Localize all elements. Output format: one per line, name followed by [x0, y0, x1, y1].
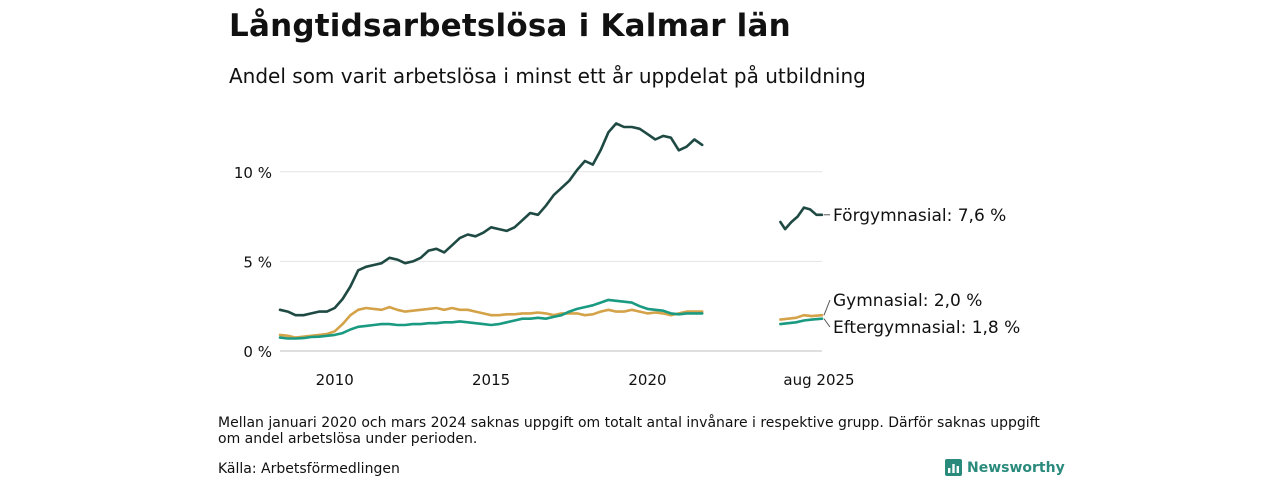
x-tick-label: 2020	[628, 371, 666, 389]
label-leader-line	[823, 318, 831, 328]
series-line	[278, 122, 704, 317]
series-end-label: Eftergymnasial: 1,8 %	[833, 318, 1020, 338]
footnote: Mellan januari 2020 och mars 2024 saknas…	[218, 415, 1040, 447]
x-tick-label: 2010	[316, 371, 354, 389]
series-lines	[278, 122, 824, 340]
label-leader-line	[823, 299, 831, 316]
brand-name: Newsworthy	[967, 459, 1065, 476]
series-line	[278, 305, 704, 339]
series-line	[779, 206, 824, 231]
series-line	[779, 313, 824, 321]
x-tick-label: aug 2025	[783, 371, 854, 389]
chart-title: Långtidsarbetslösa i Kalmar län	[229, 8, 791, 44]
series-end-labels: Förgymnasial: 7,6 % Gymnasial: 2,0 % Efter…	[823, 206, 1020, 338]
chart-subtitle: Andel som varit arbetslösa i minst ett å…	[229, 64, 866, 88]
y-tick-label: 10 %	[234, 164, 272, 182]
brand-logo: Newsworthy	[945, 459, 1065, 476]
grid-lines	[280, 171, 822, 352]
line-chart: 0 % 5 % 10 % 2010 2015 2020 aug 2025 Förgymna…	[234, 122, 1020, 389]
x-axis-ticks: 2010 2015 2020 aug 2025	[316, 371, 855, 389]
y-tick-label: 0 %	[243, 343, 272, 361]
source-text: Källa: Arbetsförmedlingen	[218, 461, 400, 477]
y-axis-ticks: 0 % 5 % 10 %	[234, 164, 272, 361]
series-end-label: Gymnasial: 2,0 %	[833, 291, 982, 311]
y-tick-label: 5 %	[243, 253, 272, 271]
x-tick-label: 2015	[472, 371, 510, 389]
bar-chart-icon	[945, 459, 962, 476]
series-line	[278, 298, 704, 340]
series-line	[779, 317, 824, 326]
series-end-label: Förgymnasial: 7,6 %	[833, 206, 1006, 226]
